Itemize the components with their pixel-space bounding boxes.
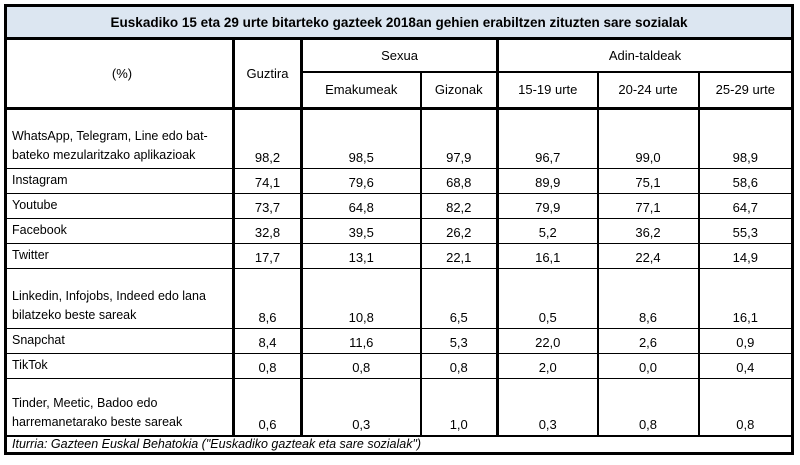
value-age-20-24: 8,6 (596, 268, 699, 329)
value-age-20-24: 2,6 (596, 328, 699, 354)
table-title: Euskadiko 15 eta 29 urte bitarteko gazte… (5, 5, 793, 40)
value-age-15-19: 22,0 (496, 328, 598, 354)
table-title-row: Euskadiko 15 eta 29 urte bitarteko gazte… (5, 5, 793, 40)
value-women: 0,3 (300, 378, 421, 436)
value-age-15-19: 96,7 (496, 108, 598, 169)
value-women: 11,6 (300, 328, 421, 354)
value-age-20-24: 75,1 (596, 168, 699, 194)
value-age-20-24: 0,8 (596, 378, 699, 436)
network-label: Linkedin, Infojobs, Indeed edo lana bila… (5, 268, 234, 329)
column-header-age-15-19: 15-19 urte (496, 71, 598, 110)
table-row-instagram: Instagram 74,1 79,6 68,8 89,9 75,1 58,6 (5, 168, 793, 194)
value-men: 97,9 (419, 108, 498, 169)
value-women: 0,8 (300, 353, 421, 379)
value-total: 0,6 (232, 378, 302, 436)
value-age-25-29: 0,9 (697, 328, 793, 354)
value-total: 73,7 (232, 193, 302, 219)
column-header-total: Guztira (232, 38, 302, 110)
network-label: Tinder, Meetic, Badoo edo harremanetarak… (5, 378, 234, 436)
value-men: 0,8 (419, 353, 498, 379)
value-age-25-29: 16,1 (697, 268, 793, 329)
value-age-15-19: 5,2 (496, 218, 598, 244)
value-age-15-19: 79,9 (496, 193, 598, 219)
network-label: Youtube (5, 193, 234, 219)
table-row-whatsapp: WhatsApp, Telegram, Line edo bat-bateko … (6, 108, 793, 169)
value-age-25-29: 55,3 (697, 218, 793, 244)
value-men: 1,0 (419, 378, 498, 436)
value-total: 98,2 (232, 108, 302, 169)
value-women: 64,8 (300, 193, 421, 219)
table-row-youtube: Youtube 73,7 64,8 82,2 79,9 77,1 64,7 (5, 193, 793, 219)
table-row-tinder: Tinder, Meetic, Badoo edo harremanetarak… (5, 378, 793, 436)
value-total: 0,8 (232, 353, 302, 379)
column-group-sex: Sexua (300, 38, 498, 73)
table-row-linkedin: Linkedin, Infojobs, Indeed edo lana bila… (5, 268, 793, 329)
network-label: Snapchat (5, 328, 234, 354)
header-row-groups: (%) Guztira Sexua Adin-taldeak (5, 38, 793, 110)
value-age-25-29: 64,7 (697, 193, 793, 219)
table-row-snapchat: Snapchat 8,4 11,6 5,3 22,0 2,6 0,9 (5, 328, 793, 354)
value-age-20-24: 36,2 (596, 218, 699, 244)
value-age-25-29: 58,6 (697, 168, 793, 194)
value-women: 13,1 (300, 243, 421, 269)
value-total: 8,6 (232, 268, 302, 329)
value-women: 98,5 (300, 108, 421, 169)
network-label: WhatsApp, Telegram, Line edo bat-bateko … (12, 129, 208, 162)
value-women: 10,8 (300, 268, 421, 329)
value-men: 22,1 (419, 243, 498, 269)
column-header-age-20-24: 20-24 urte (596, 71, 699, 110)
value-age-20-24: 77,1 (596, 193, 699, 219)
column-header-women: Emakumeak (300, 71, 421, 110)
social-networks-table: Euskadiko 15 eta 29 urte bitarteko gazte… (4, 4, 795, 455)
value-age-15-19: 89,9 (496, 168, 598, 194)
value-women: 39,5 (300, 218, 421, 244)
value-women: 79,6 (300, 168, 421, 194)
network-label: Instagram (5, 168, 234, 194)
value-total: 74,1 (232, 168, 302, 194)
column-header-age-25-29: 25-29 urte (697, 71, 793, 110)
network-label: Facebook (5, 218, 234, 244)
column-header-men: Gizonak (419, 71, 498, 110)
value-men: 5,3 (419, 328, 498, 354)
value-age-25-29: 98,9 (697, 108, 793, 169)
table-row-twitter: Twitter 17,7 13,1 22,1 16,1 22,4 14,9 (5, 243, 793, 269)
value-age-25-29: 0,8 (697, 378, 793, 436)
table-row-facebook: Facebook 32,8 39,5 26,2 5,2 36,2 55,3 (5, 218, 793, 244)
network-label: Twitter (5, 243, 234, 269)
value-total: 8,4 (232, 328, 302, 354)
value-age-15-19: 16,1 (496, 243, 598, 269)
table-row-tiktok: TikTok 0,8 0,8 0,8 2,0 0,0 0,4 (5, 353, 793, 379)
value-age-15-19: 0,3 (496, 378, 598, 436)
value-total: 32,8 (232, 218, 302, 244)
source-text: Iturria: Gazteen Euskal Behatokia ("Eusk… (5, 434, 793, 454)
value-total: 17,7 (232, 243, 302, 269)
value-men: 26,2 (419, 218, 498, 244)
header-row-subcolumns: Emakumeak Gizonak 15-19 urte 20-24 urte … (6, 71, 793, 110)
network-label: TikTok (5, 353, 234, 379)
value-age-15-19: 2,0 (496, 353, 598, 379)
value-age-15-19: 0,5 (496, 268, 598, 329)
value-men: 82,2 (419, 193, 498, 219)
value-age-20-24: 22,4 (596, 243, 699, 269)
value-age-25-29: 14,9 (697, 243, 793, 269)
value-age-20-24: 0,0 (596, 353, 699, 379)
value-men: 6,5 (419, 268, 498, 329)
value-men: 68,8 (419, 168, 498, 194)
value-age-25-29: 0,4 (697, 353, 793, 379)
unit-label: (%) (5, 38, 234, 110)
source-row: Iturria: Gazteen Euskal Behatokia ("Eusk… (5, 434, 793, 454)
value-age-20-24: 99,0 (596, 108, 699, 169)
column-group-age: Adin-taldeak (495, 38, 793, 73)
